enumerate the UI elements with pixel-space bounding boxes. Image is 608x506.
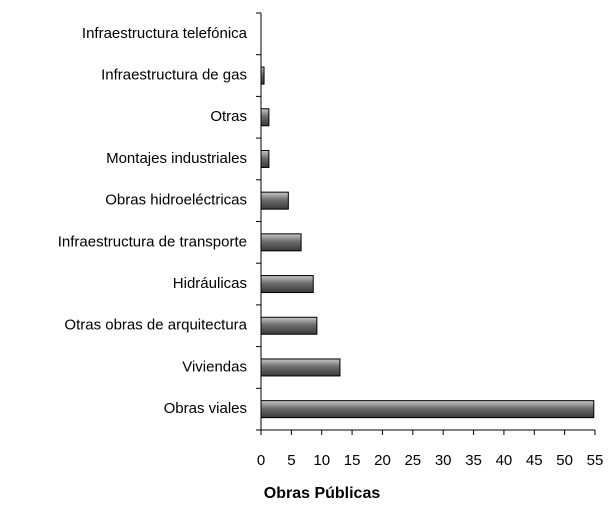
y-tick-label: Infraestructura de transporte bbox=[58, 233, 247, 250]
x-tick-label: 35 bbox=[465, 452, 482, 469]
y-tick-label: Infraestructura telefónica bbox=[82, 25, 248, 42]
bar bbox=[260, 66, 265, 85]
bar bbox=[260, 275, 314, 294]
bar bbox=[260, 108, 270, 127]
y-tick-label: Obras viales bbox=[164, 400, 247, 417]
y-tick-label: Otras obras de arquitectura bbox=[64, 317, 247, 334]
y-tick-label: Obras hidroeléctricas bbox=[105, 192, 247, 209]
x-axis-title: Obras Públicas bbox=[264, 485, 381, 502]
bar bbox=[260, 316, 318, 335]
bar bbox=[260, 233, 302, 252]
y-tick-label: Hidráulicas bbox=[173, 275, 247, 292]
y-tick-label: Otras bbox=[210, 108, 247, 125]
x-tick-label: 15 bbox=[344, 452, 361, 469]
x-tick-label: 10 bbox=[313, 452, 330, 469]
x-tick-label: 45 bbox=[526, 452, 543, 469]
x-tick-label: 0 bbox=[257, 452, 265, 469]
x-tick-label: 5 bbox=[287, 452, 295, 469]
x-tick-label: 55 bbox=[587, 452, 604, 469]
bar bbox=[260, 191, 289, 210]
y-tick-label: Viviendas bbox=[182, 358, 247, 375]
y-tick-label: Montajes industriales bbox=[106, 150, 247, 167]
x-tick-label: 50 bbox=[556, 452, 573, 469]
x-tick-label: 40 bbox=[496, 452, 513, 469]
bar bbox=[260, 358, 341, 377]
bar bbox=[260, 149, 270, 168]
x-tick-label: 25 bbox=[404, 452, 421, 469]
bar bbox=[260, 400, 595, 419]
x-tick-label: 30 bbox=[435, 452, 452, 469]
x-tick-label: 20 bbox=[374, 452, 391, 469]
y-tick-label: Infraestructura de gas bbox=[101, 67, 247, 84]
